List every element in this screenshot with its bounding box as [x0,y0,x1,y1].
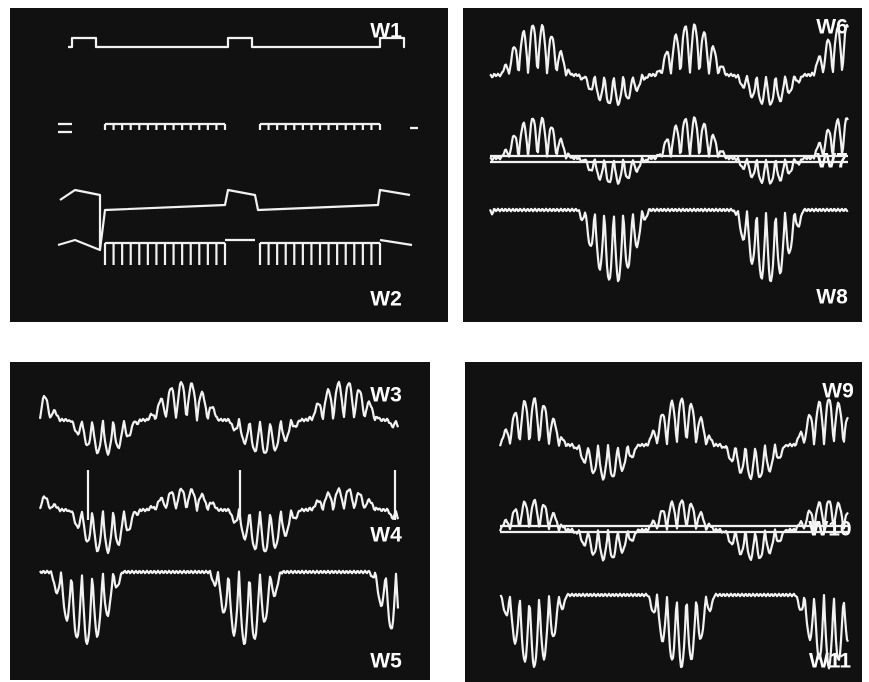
waveform [258,241,382,265]
waveform [490,154,848,164]
waveform [489,23,850,106]
waveform [258,122,382,130]
waveform [489,116,849,185]
trace-label: W2 [370,288,402,311]
waveform [499,592,849,670]
waveform [39,569,400,645]
waveform [500,524,848,534]
waveform [86,470,397,520]
trace-label: W9 [822,380,854,403]
trace-label: W10 [808,518,851,541]
waveform [59,188,411,252]
scope-screen [10,8,448,322]
waveform [103,122,227,130]
trace-label: W3 [370,384,402,407]
waveform [57,238,413,252]
trace-label: W5 [370,650,402,673]
trace-label: W1 [370,20,402,43]
trace-label: W4 [370,524,402,547]
waveform [38,487,400,555]
waveform [498,397,849,481]
trace-label: W8 [816,286,848,309]
trace-label: W6 [816,16,848,39]
waveform [103,241,227,265]
scope-screen [463,8,862,322]
waveform [58,122,418,134]
waveform [38,380,400,456]
waveform [488,207,849,283]
waveform [68,36,406,49]
